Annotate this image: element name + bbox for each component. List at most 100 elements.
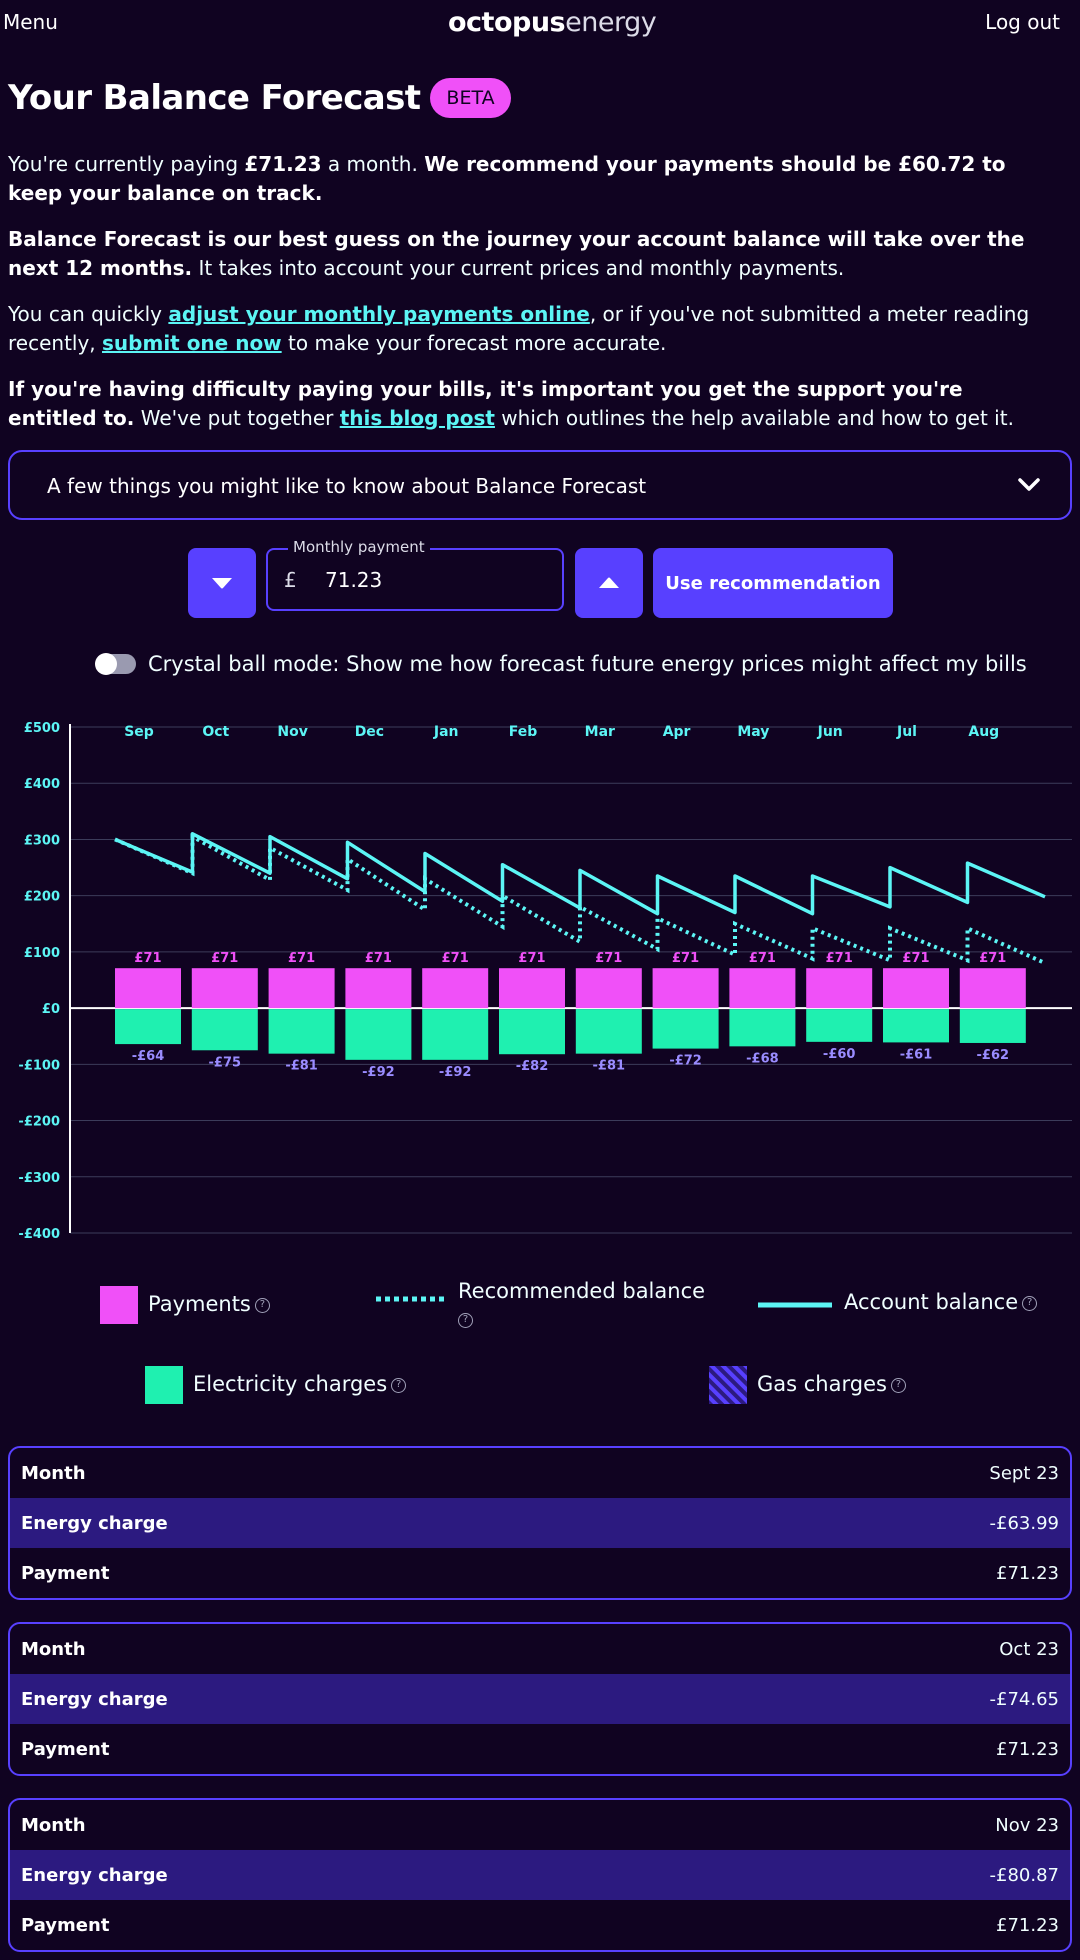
legend-gas: Gas charges?	[709, 1366, 906, 1404]
support-strong: If you're having difficulty paying your …	[8, 377, 963, 430]
chevron-down-icon	[1018, 478, 1040, 491]
monthly-payment-input[interactable]: 71.23	[325, 568, 383, 592]
electricity-bar-label: -£68	[746, 1051, 779, 1066]
payment-bar-label: £71	[595, 951, 622, 966]
title-row: Your Balance Forecast BETA	[8, 78, 511, 118]
solid-line-swatch	[758, 1302, 832, 1308]
electricity-bar-label: -£61	[900, 1047, 933, 1062]
top-bar: Menu octopusenergy Log out	[0, 0, 1080, 46]
monthly-payment-field[interactable]: Monthly payment £ 71.23	[266, 538, 564, 611]
support-paragraph: If you're having difficulty paying your …	[8, 375, 1058, 433]
adjust-payments-link[interactable]: adjust your monthly payments online	[168, 302, 590, 326]
adjust-payments-paragraph: You can quickly adjust your monthly paym…	[8, 300, 1058, 358]
help-icon[interactable]: ?	[890, 1377, 906, 1393]
y-tick-label: -£300	[18, 1171, 60, 1186]
y-tick-label: -£100	[18, 1058, 60, 1073]
submit-reading-link[interactable]: submit one now	[102, 331, 282, 355]
electricity-bar	[191, 1009, 258, 1051]
toggle-knob	[95, 653, 117, 675]
help-icon[interactable]: ?	[391, 1377, 407, 1393]
increase-payment-button[interactable]	[575, 548, 643, 618]
legend-label-text: Gas charges	[757, 1372, 887, 1396]
y-tick-label: £500	[24, 721, 60, 736]
payment-bar	[652, 968, 719, 1009]
electricity-bar	[268, 1009, 335, 1054]
page-title: Your Balance Forecast	[8, 78, 421, 118]
electricity-bar-label: -£81	[285, 1059, 318, 1074]
recommendation-text: We recommend your payments should be £60…	[8, 152, 1006, 205]
payment-bar	[268, 968, 335, 1009]
payment-label: Payment	[21, 1738, 110, 1760]
payment-bar-label: £71	[134, 951, 161, 966]
balance-forecast-info-accordion[interactable]: A few things you might like to know abou…	[8, 450, 1072, 520]
text: You're currently paying	[8, 152, 245, 176]
legend-recommended-balance: Recommended balance?	[376, 1277, 708, 1333]
energy-charge-label: Energy charge	[21, 1864, 168, 1886]
month-row: Month Sept 23	[10, 1448, 1070, 1498]
electricity-bar	[115, 1009, 181, 1045]
electricity-bar-label: -£82	[516, 1059, 549, 1074]
legend-account-balance-label: Account balance?	[844, 1288, 1038, 1316]
use-recommendation-button[interactable]: Use recommendation	[653, 548, 893, 618]
help-icon[interactable]: ?	[1022, 1295, 1038, 1311]
electricity-bar	[883, 1009, 949, 1043]
help-icon[interactable]: ?	[254, 1297, 270, 1313]
crystal-ball-toggle[interactable]	[95, 653, 136, 675]
electricity-bar	[499, 1009, 565, 1055]
x-tick-label: Sep	[124, 724, 154, 740]
y-tick-label: £0	[42, 1002, 60, 1017]
electricity-bar-label: -£72	[669, 1054, 702, 1069]
x-tick-label: Apr	[663, 724, 691, 740]
help-icon[interactable]: ?	[458, 1312, 473, 1328]
payment-bar-label: £71	[518, 951, 545, 966]
legend-account-balance: Account balance?	[758, 1288, 1038, 1322]
month-row: Month Oct 23	[10, 1624, 1070, 1674]
dotted-line-swatch	[376, 1296, 446, 1302]
x-tick-label: Jun	[817, 724, 843, 740]
electricity-bar	[806, 1009, 873, 1042]
electricity-bar-label: -£75	[209, 1055, 242, 1070]
payment-row: Payment £71.23	[10, 1548, 1070, 1598]
text: It takes into account your current price…	[192, 256, 845, 280]
legend-gas-label: Gas charges?	[757, 1370, 906, 1398]
caret-up-icon	[599, 577, 619, 588]
energy-charge-row: Energy charge -£74.65	[10, 1674, 1070, 1724]
decrease-payment-button[interactable]	[188, 548, 256, 618]
crystal-ball-toggle-row[interactable]: Crystal ball mode: Show me how forecast …	[95, 652, 1027, 676]
logo-wordmark-light: energy	[565, 7, 657, 38]
payment-bar-label: £71	[672, 951, 699, 966]
payment-row: Payment £71.23	[10, 1724, 1070, 1774]
payment-bar	[422, 968, 489, 1009]
x-tick-label: Jan	[433, 724, 459, 740]
menu-button[interactable]: Menu	[3, 10, 58, 34]
payment-bar	[883, 968, 949, 1009]
octopus-energy-logo[interactable]: octopusenergy	[448, 7, 657, 38]
current-payment-amount: £71.23	[244, 152, 322, 176]
payment-bar	[729, 968, 796, 1009]
monthly-payment-controls: Monthly payment £ 71.23 Use recommendati…	[0, 538, 1080, 620]
crystal-ball-label: Crystal ball mode: Show me how forecast …	[148, 652, 1027, 676]
text: We've put together	[134, 406, 340, 430]
logout-button[interactable]: Log out	[985, 10, 1060, 34]
month-card: Month Sept 23 Energy charge -£63.99 Paymen…	[8, 1446, 1072, 1600]
electricity-bar	[652, 1009, 719, 1049]
payment-value: £71.23	[996, 1562, 1059, 1584]
y-tick-label: £100	[24, 946, 60, 961]
x-tick-label: May	[737, 724, 769, 740]
payment-bar-label: £71	[442, 951, 469, 966]
month-label: Month	[21, 1814, 86, 1836]
payment-bar-label: £71	[979, 951, 1006, 966]
blog-post-link[interactable]: this blog post	[339, 406, 495, 430]
payments-swatch	[100, 1286, 138, 1324]
month-card: Month Oct 23 Energy charge -£74.65 Payment…	[8, 1622, 1072, 1776]
payment-bar	[499, 968, 565, 1009]
payment-bar	[191, 968, 258, 1009]
month-row: Month Nov 23	[10, 1800, 1070, 1850]
energy-charge-value: -£63.99	[989, 1512, 1059, 1534]
payment-bar-label: £71	[826, 951, 853, 966]
x-tick-label: Mar	[585, 724, 615, 740]
electricity-bar-label: -£60	[823, 1047, 856, 1062]
electricity-bar-label: -£92	[362, 1065, 395, 1080]
month-card: Month Nov 23 Energy charge -£80.87 Payment…	[8, 1798, 1072, 1952]
account-balance-line	[114, 832, 1046, 916]
